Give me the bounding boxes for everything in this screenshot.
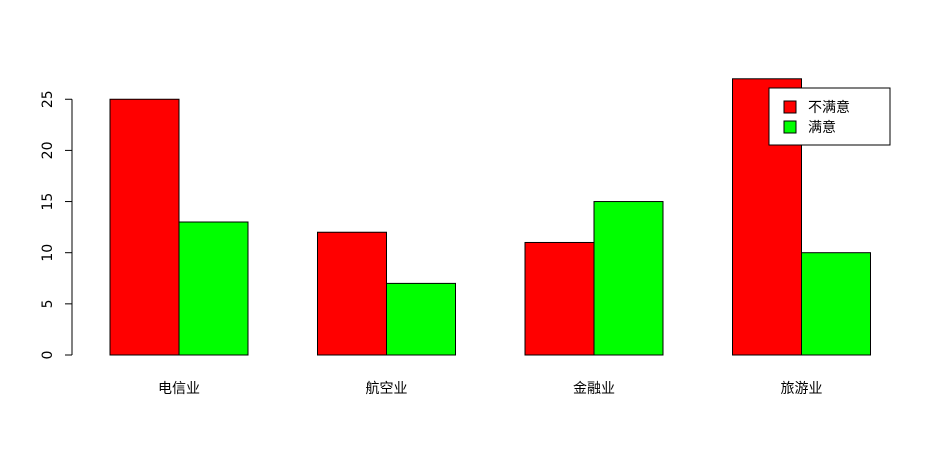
category-labels: 电信业 航空业 金融业 旅游业 bbox=[158, 381, 823, 397]
y-tick-label: 10 bbox=[40, 244, 56, 262]
bar-satisfied-2 bbox=[593, 201, 664, 356]
legend-swatch bbox=[783, 120, 797, 134]
bar-dissatisfied-1 bbox=[317, 231, 387, 356]
bar-dissatisfied-0 bbox=[109, 98, 180, 356]
y-tick-label: 25 bbox=[40, 90, 56, 108]
bar-satisfied-3 bbox=[801, 252, 871, 356]
y-tick-label: 15 bbox=[40, 193, 56, 211]
y-tick-label: 0 bbox=[40, 351, 56, 360]
legend-box bbox=[768, 87, 891, 146]
category-label: 旅游业 bbox=[781, 381, 823, 397]
bars-group bbox=[109, 78, 871, 356]
legend-label: 不满意 bbox=[808, 99, 850, 116]
bar-satisfied-0 bbox=[178, 221, 249, 356]
category-label: 航空业 bbox=[366, 381, 408, 397]
category-label: 金融业 bbox=[573, 381, 615, 397]
y-tick-label: 20 bbox=[40, 141, 56, 159]
bar-dissatisfied-2 bbox=[524, 241, 595, 356]
bar-satisfied-1 bbox=[386, 282, 456, 356]
legend-swatch bbox=[783, 100, 797, 114]
y-axis: 0 5 10 15 20 25 bbox=[40, 90, 73, 360]
legend-label: 满意 bbox=[808, 119, 836, 136]
y-tick-label: 5 bbox=[40, 299, 56, 308]
category-label: 电信业 bbox=[158, 381, 200, 397]
